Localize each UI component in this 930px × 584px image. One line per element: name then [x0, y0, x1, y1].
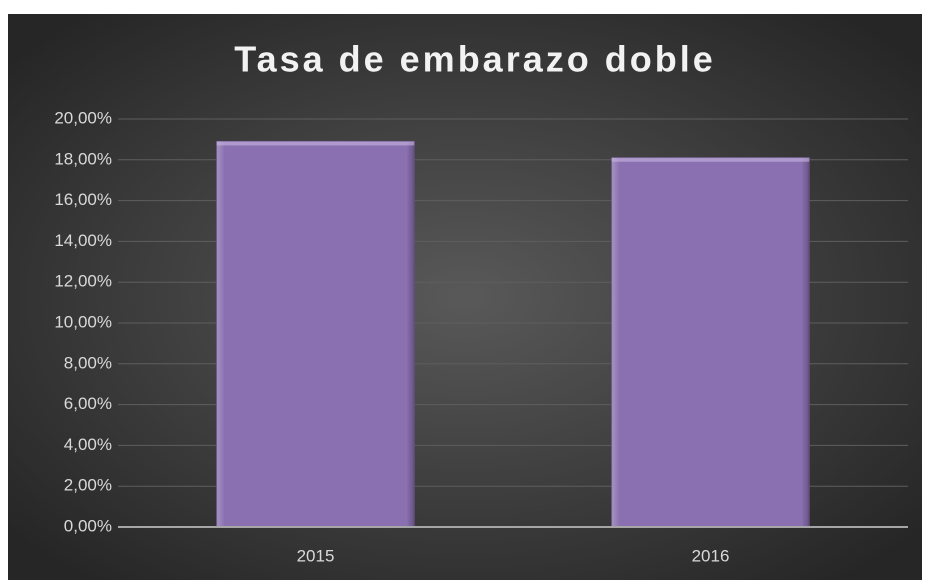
- x-tick-label: 2016: [692, 546, 730, 565]
- y-tick-label: 8,00%: [64, 353, 112, 372]
- bar-highlight: [611, 157, 810, 162]
- y-tick-label: 12,00%: [54, 272, 112, 291]
- y-tick-label: 16,00%: [54, 190, 112, 209]
- y-tick-label: 18,00%: [54, 149, 112, 168]
- bar-bevel: [611, 157, 810, 527]
- bar-highlight: [216, 141, 415, 146]
- chart-title: Tasa de embarazo doble: [234, 39, 715, 80]
- bar-bevel: [216, 141, 415, 527]
- y-tick-label: 20,00%: [54, 108, 112, 127]
- y-tick-label: 14,00%: [54, 231, 112, 250]
- y-tick-label: 2,00%: [64, 476, 112, 495]
- y-tick-label: 0,00%: [64, 516, 112, 535]
- y-tick-label: 4,00%: [64, 435, 112, 454]
- bar: [216, 140, 415, 528]
- x-tick-label: 2015: [297, 546, 335, 565]
- y-tick-label: 10,00%: [54, 312, 112, 331]
- bar: [611, 157, 810, 528]
- y-tick-label: 6,00%: [64, 394, 112, 413]
